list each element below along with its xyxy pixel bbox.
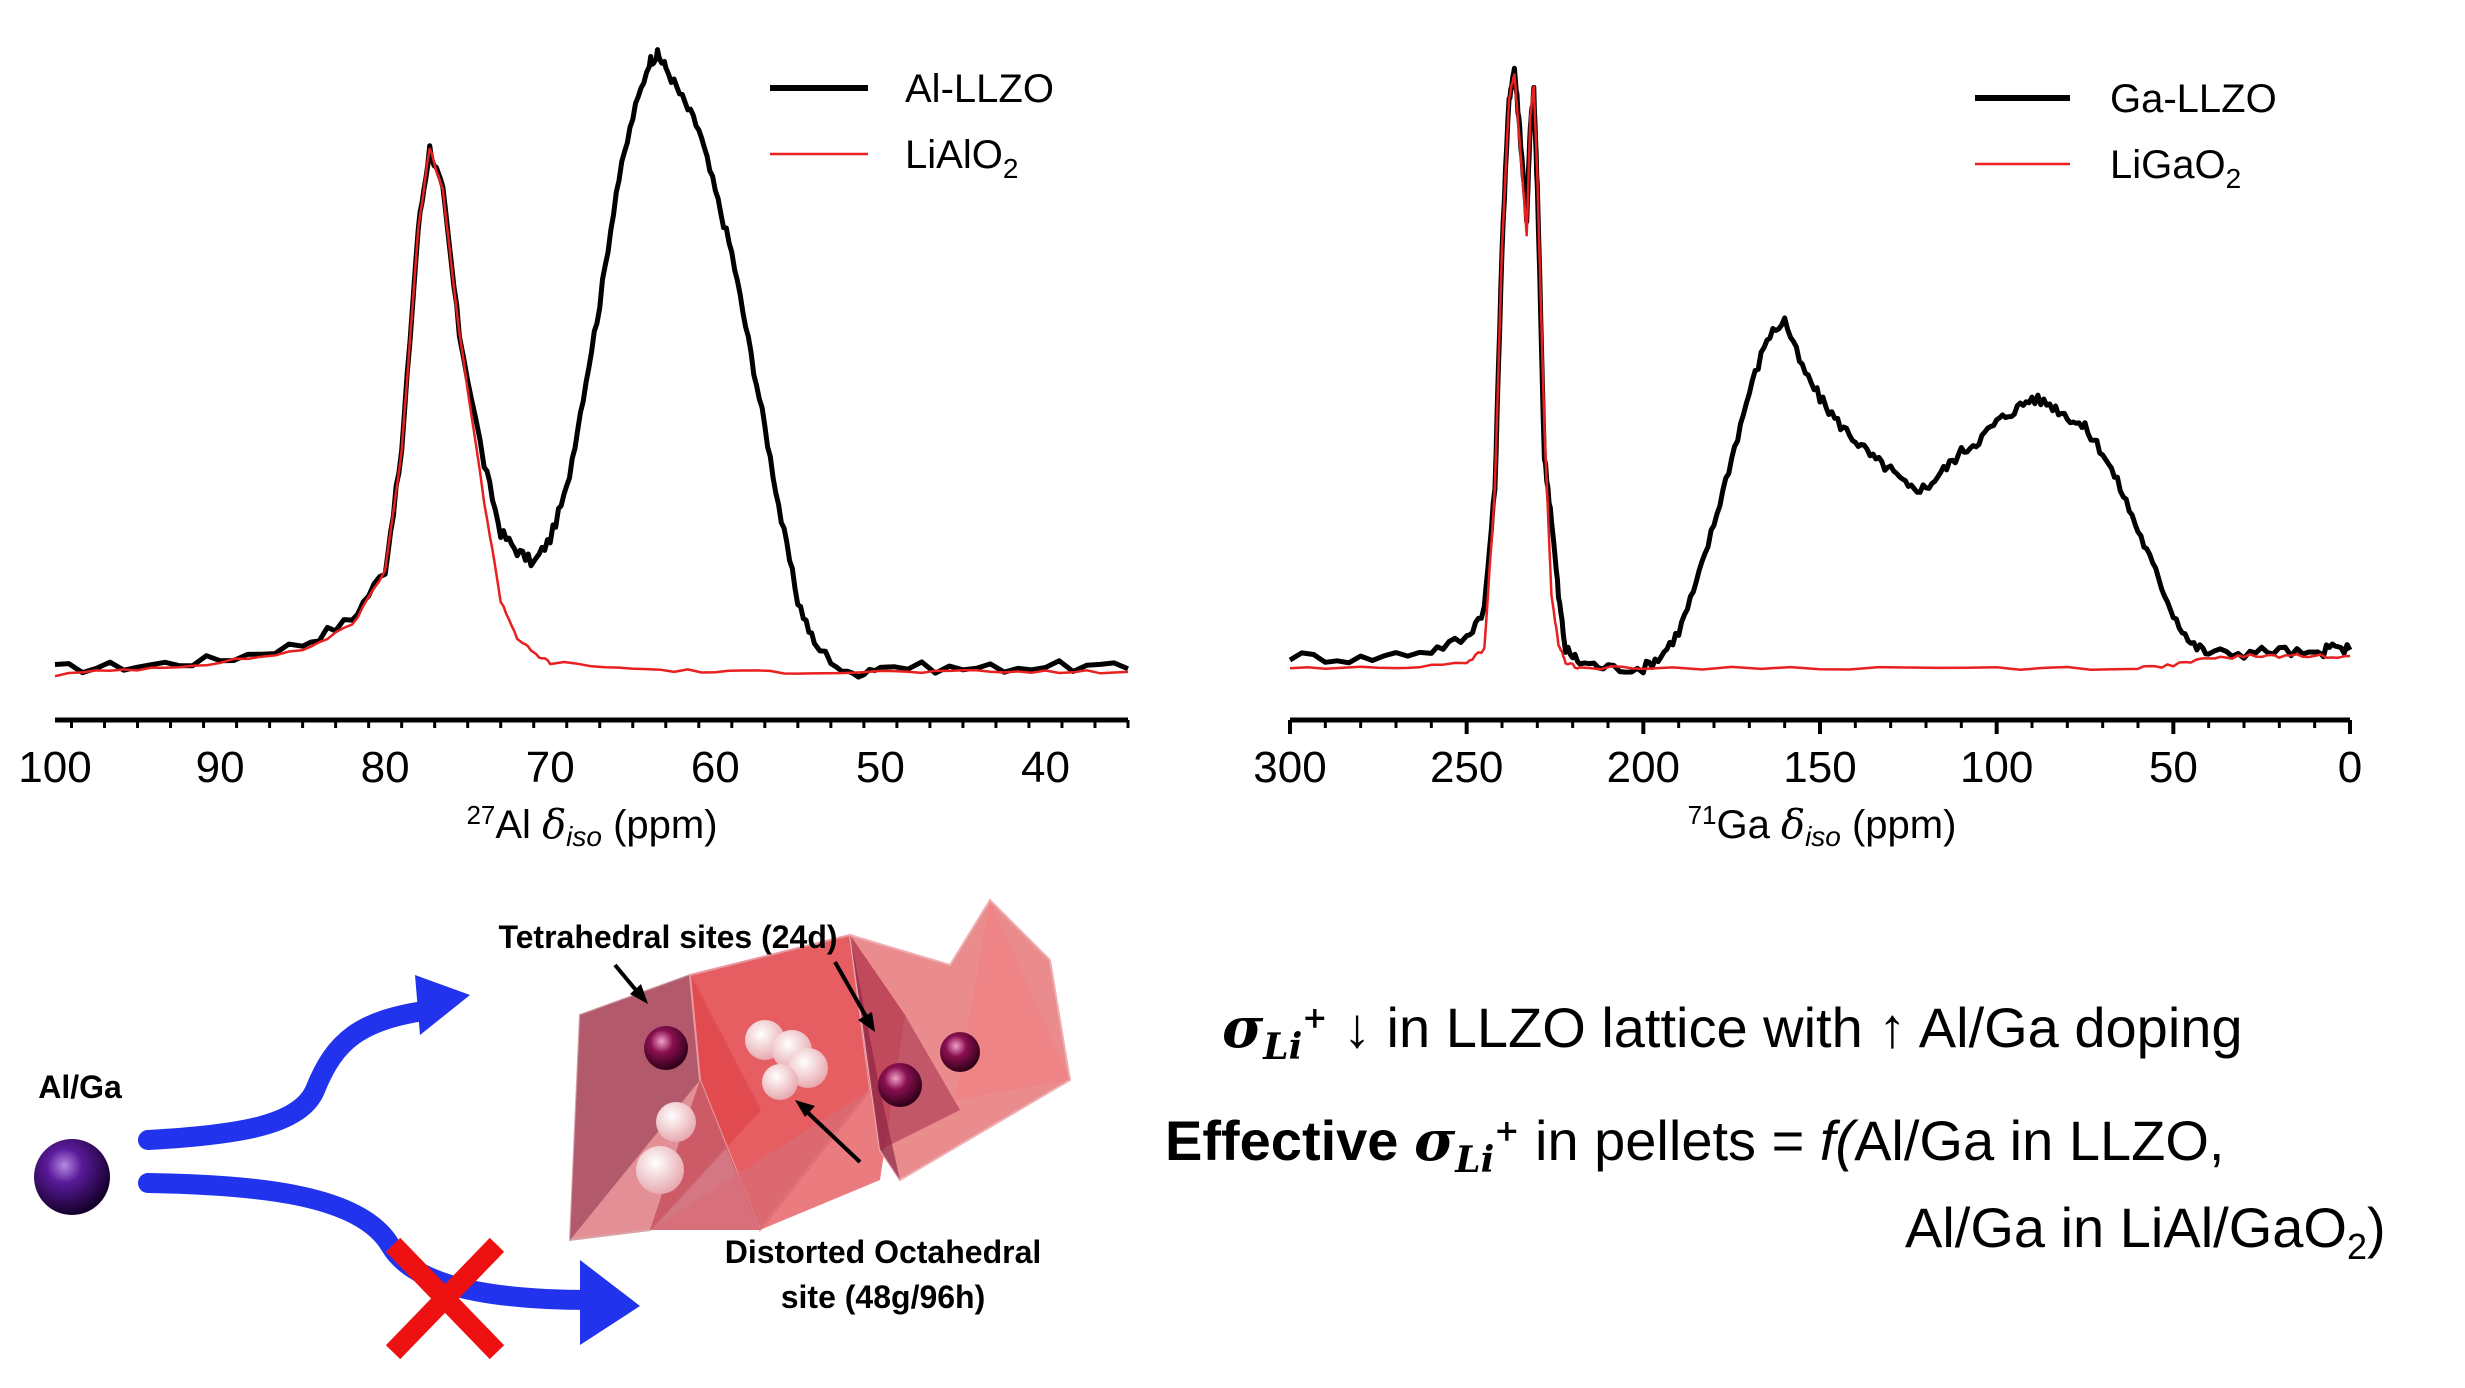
al-nmr-x-axis-label: 27Al δiso (ppm) — [466, 800, 717, 852]
summary-line-3: Al/Ga in LiAl/GaO2) — [1905, 1196, 2386, 1268]
summary-line-2: Effective σLi+ in pellets = f(Al/Ga in L… — [1165, 1108, 2224, 1181]
legend-label-al-llzo: Al-LLZO — [905, 67, 1054, 111]
al-nmr-tick-label: 80 — [361, 743, 410, 792]
octahedral-pointer-head — [795, 1100, 815, 1117]
ga-nmr-tick-label: 50 — [2149, 743, 2198, 792]
incorporation-arrow — [138, 1000, 440, 1150]
sigma-symbol: σLi+ — [1222, 995, 1328, 1069]
ga-nmr-tick-label: 300 — [1253, 743, 1326, 792]
incorporation-arrowhead — [415, 975, 470, 1035]
rejection-cross-icon — [385, 1237, 505, 1360]
summary-line-1-text: ↓ in LLZO lattice with ↑ Al/Ga doping — [1327, 996, 2243, 1059]
al-nmr-tick-label: 70 — [526, 743, 575, 792]
dopant-label: Al/Ga — [38, 1069, 122, 1105]
ga-nmr-tick-label: 200 — [1607, 743, 1680, 792]
ga-nmr-tick-label: 150 — [1783, 743, 1856, 792]
al-nmr-legend: Al-LLZO LiAlO2 — [770, 67, 1054, 184]
ga-nmr-tick-label: 100 — [1960, 743, 2033, 792]
octahedral-site-label-line1: Distorted Octahedral — [725, 1234, 1042, 1270]
al-nmr-plot-area — [54, 47, 1129, 680]
al-nmr-tick-label: 100 — [18, 743, 91, 792]
al-nmr-tick-label: 60 — [691, 743, 740, 792]
ga-nmr-series-ligao2 — [1289, 73, 2351, 672]
al-nmr-series-lialo2 — [54, 147, 1129, 678]
rejected-arrow — [138, 1173, 600, 1310]
al-nmr-tick-label: 50 — [856, 743, 905, 792]
al-nmr-x-ticks: 100 90 80 70 60 50 40 — [18, 720, 1130, 792]
doping-diagram: Al/Ga — [34, 898, 1072, 1360]
ga-nmr-chart: 300 250 200 150 100 50 0 71Ga δiso (ppm) Ga-LL… — [1253, 65, 2362, 852]
summary-line-1: σLi+ ↓ in LLZO lattice with ↑ Al/Ga dopi… — [1222, 995, 2243, 1068]
legend-label-lialo2: LiAlO2 — [905, 133, 1018, 184]
effective-label: Effective — [1165, 1109, 1414, 1172]
tetrahedral-pointer-right — [833, 961, 870, 1021]
dopant-atom — [34, 1139, 110, 1215]
legend-label-ligao2: LiGaO2 — [2110, 143, 2241, 194]
ga-nmr-plot-area — [1288, 65, 2353, 676]
octahedral-pointer — [803, 1108, 862, 1164]
polyhedra-illustration — [568, 898, 1072, 1242]
summary-line-2-text-b: Al/Ga in LLZO, — [1854, 1109, 2225, 1172]
al-nmr-chart: 100 90 80 70 60 50 40 27Al δiso (ppm) Al-LLZO … — [18, 47, 1130, 852]
ga-nmr-legend: Ga-LLZO LiGaO2 — [1975, 77, 2277, 194]
summary-line-2-text-a: in pellets = — [1519, 1109, 1820, 1172]
tetrahedral-pointer-left-head — [630, 984, 648, 1004]
tetrahedral-sites-label: Tetrahedral sites (24d) — [498, 919, 837, 955]
rejected-arrowhead — [580, 1260, 640, 1345]
ga-nmr-x-ticks: 300 250 200 150 100 50 0 — [1253, 720, 2362, 792]
ga-nmr-tick-label: 250 — [1430, 743, 1503, 792]
ga-nmr-x-axis-label: 71Ga δiso (ppm) — [1688, 800, 1957, 852]
al-nmr-tick-label: 40 — [1021, 743, 1070, 792]
sigma-symbol-2: σLi+ — [1414, 1108, 1520, 1182]
ga-nmr-tick-label: 0 — [2338, 743, 2362, 792]
octahedral-site-label-line2: site (48g/96h) — [781, 1279, 986, 1315]
function-f: f( — [1819, 1109, 1855, 1172]
legend-label-ga-llzo: Ga-LLZO — [2110, 77, 2277, 121]
tetrahedral-pointer-right-head — [858, 1012, 875, 1032]
al-nmr-tick-label: 90 — [196, 743, 245, 792]
